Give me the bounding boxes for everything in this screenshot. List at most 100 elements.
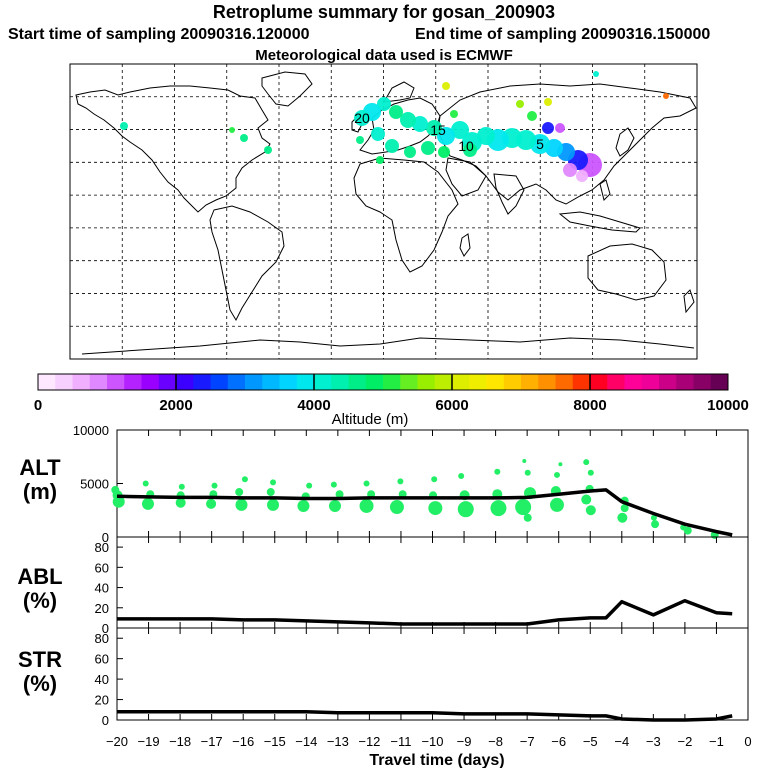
alt-scatter-point [620, 504, 629, 513]
xaxis-tick-label: −3 [646, 734, 661, 749]
colorbar-swatch [38, 374, 56, 390]
plume-marker [240, 134, 248, 142]
colorbar-swatch [607, 374, 625, 390]
alt-scatter-point [363, 480, 370, 487]
xaxis-tick-label: −11 [390, 734, 411, 749]
str-series-line [117, 710, 733, 722]
plume-marker [356, 136, 364, 144]
abl-ytick-label: 0 [102, 621, 109, 636]
plume-marker [371, 127, 385, 141]
plume-marker [437, 127, 455, 145]
colorbar-swatch [555, 374, 574, 390]
colorbar-axis-label: Altitude (m) [332, 411, 409, 428]
str-ytick-label: 40 [95, 672, 109, 687]
xaxis-tick-label: −13 [327, 734, 349, 749]
alt-scatter-point [266, 488, 275, 497]
xaxis-tick-label: −2 [677, 734, 692, 749]
xaxis-tick-label: −16 [232, 734, 254, 749]
plume-marker [563, 163, 577, 177]
colorbar-swatch [590, 374, 608, 390]
colorbar-swatch [417, 374, 436, 390]
colorbar-swatch [262, 374, 280, 390]
plume-marker [663, 93, 669, 99]
plume-day-label: 20 [354, 110, 370, 126]
colorbar-swatch [572, 374, 591, 390]
abl-ytick-label: 60 [95, 560, 109, 575]
xaxis-tick-label: −12 [358, 734, 380, 749]
xaxis-tick-label: −7 [520, 734, 535, 749]
alt-scatter-point [359, 498, 374, 513]
colorbar-swatch [469, 374, 487, 390]
alt-scatter-point [583, 459, 590, 466]
colorbar-swatch [348, 374, 367, 390]
alt-scatter-point [111, 485, 120, 494]
colorbar-swatch [331, 374, 349, 390]
str-panel-label: STR (%) [4, 648, 76, 696]
colorbar-swatch [193, 374, 211, 390]
colorbar-swatch [158, 374, 177, 390]
plume-marker [404, 146, 416, 158]
colorbar-swatch [365, 374, 384, 390]
xaxis-tick-label: −1 [709, 734, 724, 749]
plume-marker [377, 97, 391, 111]
start-time-label: Start time of sampling 20090316.120000 [8, 26, 310, 43]
xaxis-tick-label: −14 [295, 734, 317, 749]
colorbar-swatch [659, 374, 677, 390]
plume-marker [120, 122, 128, 130]
coastlines [75, 71, 697, 355]
colorbar-swatch [107, 374, 125, 390]
map-gridlines [70, 64, 697, 359]
alt-scatter-point [335, 490, 344, 499]
met-data-label: Meteorological data used is ECMWF [255, 47, 513, 64]
plume-marker [516, 100, 524, 108]
colorbar-swatch [141, 374, 160, 390]
xaxis-tick-label: −10 [421, 734, 443, 749]
colorbar-swatch [676, 374, 694, 390]
alt-scatter-point [328, 499, 341, 512]
xaxis-tick-label: −18 [169, 734, 191, 749]
alt-scatter-point [515, 499, 532, 516]
plume-marker [576, 170, 588, 182]
plume-marker [527, 111, 537, 121]
alt-scatter-point [267, 498, 280, 511]
alt-scatter-point [457, 501, 474, 518]
str-ytick-label: 20 [95, 693, 109, 708]
colorbar-swatch [710, 374, 729, 390]
alt-scatter-point [524, 469, 531, 476]
alt-scatter-point [142, 480, 149, 487]
xaxis-tick-label: 0 [744, 734, 751, 749]
alt-scatter-point [431, 476, 438, 483]
colorbar-tick-label: 10000 [707, 397, 749, 414]
colorbar-swatch [400, 374, 418, 390]
alt-scatter-point [397, 478, 404, 485]
colorbar-swatch [693, 374, 712, 390]
str-ytick-label: 80 [95, 631, 109, 646]
colorbar-tick-label: 2000 [159, 397, 192, 414]
end-time-label: End time of sampling 20090316.150000 [415, 26, 711, 43]
plume-marker [438, 146, 450, 158]
plume-marker [376, 156, 384, 164]
plume-marker [593, 71, 599, 77]
colorbar-swatch [503, 374, 522, 390]
plume-marker [389, 105, 403, 119]
abl-ytick-label: 40 [95, 581, 109, 596]
alt-scatter-point [178, 483, 185, 490]
alt-scatter-point [235, 488, 244, 497]
plume-marker [450, 110, 458, 118]
xaxis-tick-label: −17 [201, 734, 223, 749]
alt-scatter-point [389, 500, 404, 515]
colorbar-swatch [296, 374, 315, 390]
plume-marker [544, 98, 552, 106]
plume-marker [385, 139, 399, 153]
alt-scatter-point [581, 494, 592, 505]
alt-scatter-point [330, 481, 337, 488]
plume-day-label: 5 [536, 136, 544, 152]
alt-panel-label: ALT (m) [4, 456, 76, 504]
altitude-colorbar: 0 2000 4000 6000 8000 10000 Altitude (m) [34, 373, 749, 428]
alt-scatter-point [306, 482, 313, 489]
alt-label-line1: ALT [19, 455, 61, 480]
alt-scatter-point [558, 462, 563, 467]
colorbar-swatch [279, 374, 298, 390]
plume-day-label: 15 [430, 122, 446, 138]
